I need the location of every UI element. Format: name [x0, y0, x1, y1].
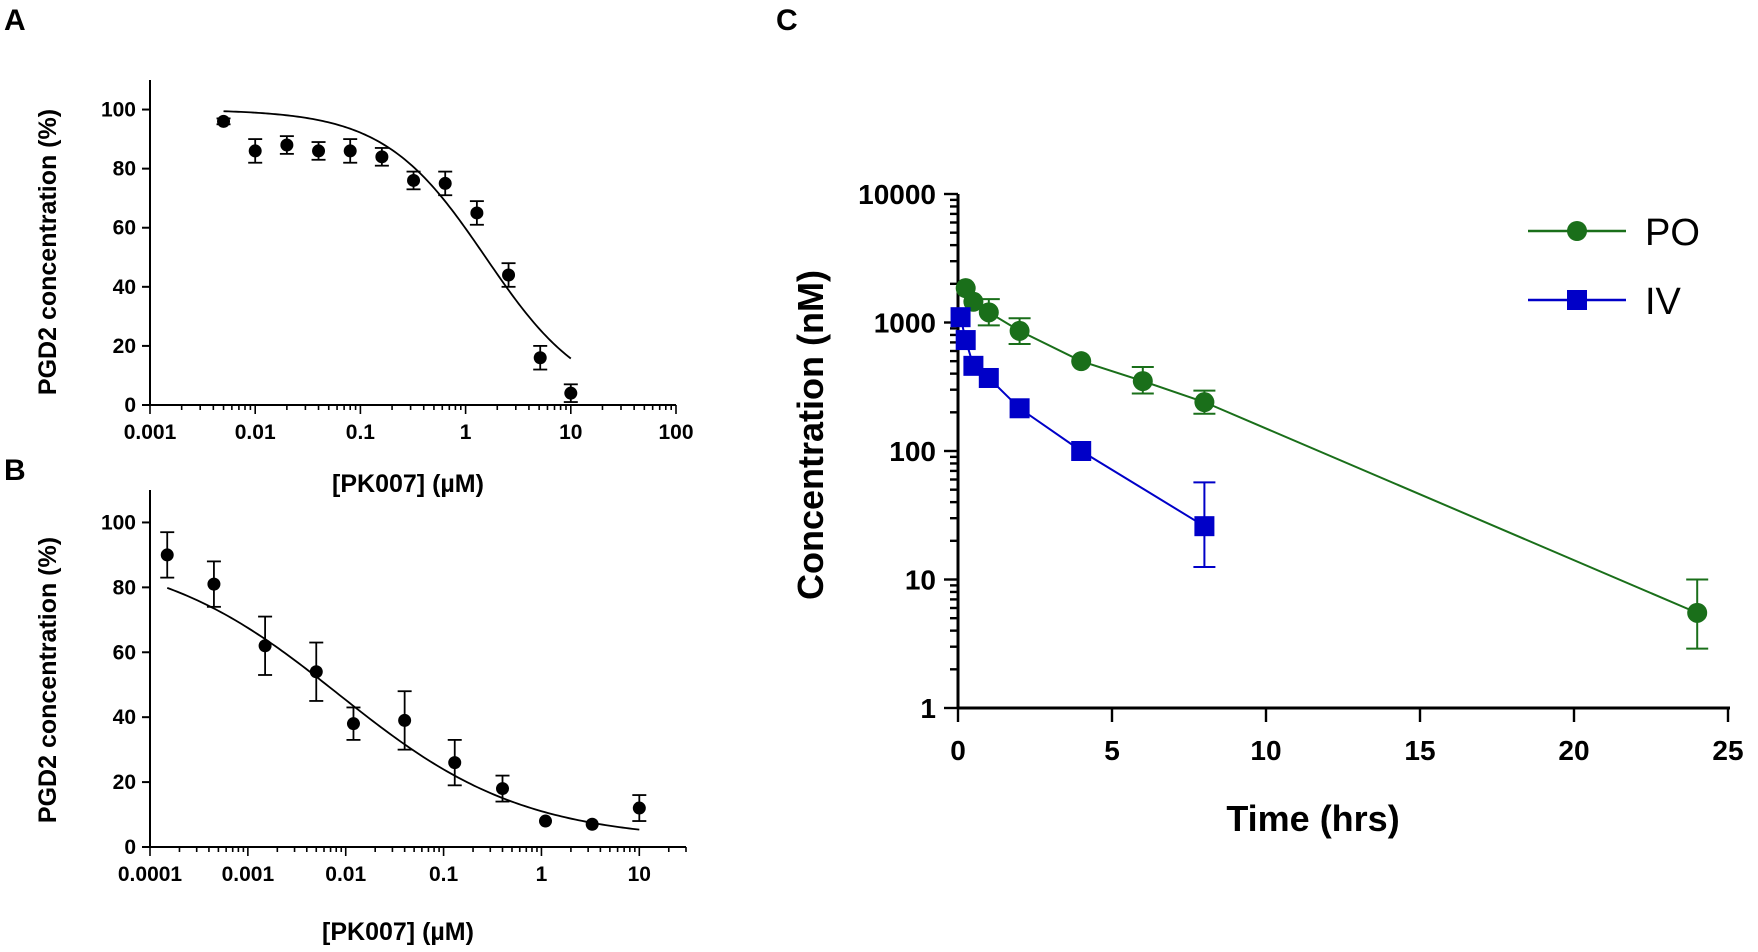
chart-b-x-tick-label: 0.1: [429, 863, 459, 886]
chart-a-data-point: [470, 206, 484, 220]
legend-po-marker: [1567, 221, 1587, 241]
chart-b-x-tick-label: 10: [628, 863, 651, 886]
chart-b-y-tick-label: 80: [113, 576, 136, 599]
chart-a-xlabel: [PK007] (µM): [332, 470, 484, 498]
chart-b-fit-curve: [166, 587, 640, 831]
chart-a-marks: 0 20 40 60 80 100 0.001 0.01 0.1 1 10 100: [101, 80, 694, 444]
series-iv-point: [978, 367, 999, 388]
chart-b-data-point: [538, 814, 552, 828]
chart-a-data-point: [533, 351, 547, 365]
series-iv-point: [1009, 398, 1030, 419]
series-iv-line: [959, 316, 1205, 528]
chart-c-y-tick-label: 1000: [874, 308, 936, 339]
series-iv-point: [1071, 441, 1092, 461]
chart-c-x-tick-label: 10: [1250, 735, 1281, 766]
chart-b-xlabel: [PK007] (µM): [322, 918, 474, 946]
series-po-point: [1194, 392, 1215, 413]
chart-b-data-point: [398, 713, 412, 727]
series-po-point: [1071, 351, 1092, 372]
chart-a-x-tick-label: 10: [559, 421, 582, 444]
chart-a-data-point: [438, 176, 452, 190]
chart-c-x-tick-label: 5: [1104, 735, 1120, 766]
series-po-point: [1687, 602, 1708, 623]
chart-c-x-tick-label: 0: [950, 735, 966, 766]
legend-po-label: PO: [1645, 212, 1700, 254]
chart-b-data-point: [448, 756, 462, 770]
chart-c-x-tick-label: 20: [1558, 735, 1589, 766]
chart-b-data-point: [585, 817, 599, 831]
chart-b-y-tick-label: 20: [113, 771, 136, 794]
series-iv-point: [955, 330, 976, 351]
legend-iv-marker: [1567, 290, 1587, 310]
chart-a-x-tick-label: 0.001: [124, 421, 177, 444]
chart-a-data-point: [564, 386, 578, 400]
chart-a-y-tick-label: 40: [113, 276, 136, 299]
chart-c-y-tick-label: 1: [920, 693, 936, 724]
chart-b-data-point: [496, 782, 510, 796]
legend-iv-label: IV: [1645, 281, 1682, 323]
chart-c-xlabel: Time (hrs): [1226, 798, 1399, 839]
chart-a-x-tick-label: 0.01: [235, 421, 276, 444]
chart-a-data-point: [343, 144, 357, 158]
series-iv-point: [1194, 516, 1215, 537]
chart-b-data-point: [207, 577, 221, 591]
panel-label-c: C: [776, 4, 798, 37]
chart-a-y-tick-label: 80: [113, 158, 136, 181]
chart-a-data-point: [248, 144, 262, 158]
chart-b-data-point: [160, 548, 174, 562]
chart-b-y-tick-label: 0: [124, 836, 136, 859]
chart-b: 0 20 40 60 80 100 0.0001 0.001 0.01 0.1 1 10 [PK007…: [34, 490, 687, 946]
chart-c-y-tick-label: 10000: [858, 179, 936, 210]
chart-b-x-tick-label: 0.001: [222, 863, 275, 886]
chart-a-x-tick-label: 100: [658, 421, 693, 444]
chart-a-data-point: [312, 144, 326, 158]
chart-a: 0 20 40 60 80 100 0.001 0.01 0.1 1 10 100 [PK007] (…: [34, 80, 694, 498]
chart-c-x-tick-label: 25: [1712, 735, 1743, 766]
chart-b-marks: 0 20 40 60 80 100 0.0001 0.001 0.01 0.1 1 10: [101, 490, 687, 886]
chart-b-data-point: [632, 801, 646, 815]
chart-c-legend: PO IV: [1528, 212, 1700, 323]
chart-a-y-tick-label: 0: [124, 394, 136, 417]
chart-b-data-point: [346, 717, 360, 731]
series-iv-point: [950, 307, 971, 328]
chart-b-data-point: [309, 665, 323, 679]
chart-b-x-tick-label: 0.0001: [118, 863, 183, 886]
chart-b-ylabel: PGD2 concentration (%): [34, 537, 62, 823]
chart-c-ylabel: Concentration (nM): [790, 270, 831, 600]
chart-a-y-tick-label: 60: [113, 217, 136, 240]
chart-c: 1 10 100 1000 10000 0 5 10 15 20 25 Time (hrs) Con…: [790, 179, 1744, 839]
chart-c-x-tick-label: 15: [1404, 735, 1435, 766]
chart-c-y-tick-label: 100: [889, 436, 936, 467]
chart-a-fit-curve: [223, 110, 572, 360]
chart-b-x-tick-label: 0.01: [325, 863, 366, 886]
chart-a-data-point: [375, 150, 389, 164]
chart-c-y-tick-label: 10: [905, 565, 936, 596]
panel-label-a: A: [4, 4, 26, 37]
chart-c-marks: 1 10 100 1000 10000 0 5 10 15 20 25: [858, 179, 1743, 766]
series-iv-point: [963, 355, 984, 376]
chart-b-y-tick-label: 40: [113, 706, 136, 729]
panel-label-b: B: [4, 454, 26, 487]
chart-b-y-tick-label: 60: [113, 641, 136, 664]
chart-a-x-tick-label: 1: [460, 421, 472, 444]
chart-a-y-tick-label: 20: [113, 335, 136, 358]
series-po-point: [963, 291, 984, 312]
chart-a-ylabel: PGD2 concentration (%): [34, 109, 62, 395]
chart-a-data-point: [407, 173, 421, 187]
chart-a-data-point: [502, 268, 516, 282]
chart-a-data-point: [280, 138, 294, 152]
series-po-point: [1132, 371, 1153, 392]
chart-a-x-tick-label: 0.1: [346, 421, 376, 444]
series-po-point: [1009, 320, 1030, 341]
chart-a-y-tick-label: 100: [101, 99, 136, 122]
chart-b-x-tick-label: 1: [536, 863, 548, 886]
chart-b-y-tick-label: 100: [101, 511, 136, 534]
chart-a-data-point: [217, 114, 231, 128]
series-po-point: [978, 302, 999, 323]
chart-b-data-point: [258, 639, 272, 653]
